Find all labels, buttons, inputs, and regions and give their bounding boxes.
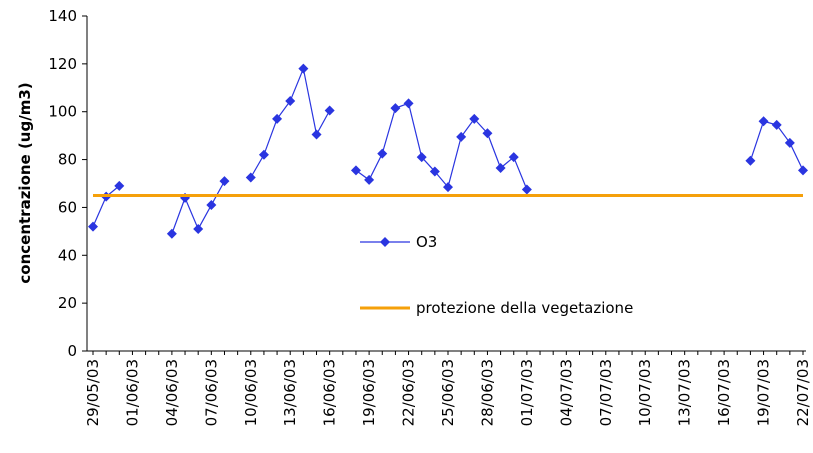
x-tick-label: 16/07/03 bbox=[715, 359, 733, 426]
marker bbox=[784, 137, 795, 148]
x-tick-label: 07/06/03 bbox=[202, 359, 220, 426]
x-tick-label: 19/06/03 bbox=[360, 359, 378, 426]
series-line bbox=[355, 102, 528, 190]
marker bbox=[272, 113, 283, 124]
marker bbox=[443, 182, 453, 193]
marker bbox=[482, 128, 493, 139]
marker bbox=[364, 174, 375, 185]
marker bbox=[219, 176, 230, 187]
series-line bbox=[250, 66, 331, 178]
x-tick-label: 22/06/03 bbox=[400, 359, 418, 426]
x-tick-label: 13/06/03 bbox=[281, 359, 299, 426]
marker bbox=[350, 165, 361, 176]
marker bbox=[114, 180, 125, 191]
y-tick-label: 60 bbox=[58, 198, 77, 216]
marker bbox=[193, 223, 204, 234]
y-tick-label: 100 bbox=[48, 103, 77, 121]
marker bbox=[285, 95, 296, 106]
y-axis-label: concentrazione (ug/m3) bbox=[16, 82, 34, 283]
x-tick-label: 19/07/03 bbox=[755, 359, 773, 426]
marker bbox=[258, 149, 269, 160]
marker bbox=[403, 98, 414, 109]
marker bbox=[390, 103, 401, 114]
y-tick-label: 120 bbox=[48, 55, 77, 73]
marker bbox=[429, 166, 440, 177]
x-tick-label: 22/07/03 bbox=[794, 359, 812, 426]
marker bbox=[88, 221, 98, 232]
marker bbox=[521, 184, 532, 195]
marker bbox=[456, 131, 467, 142]
marker bbox=[798, 165, 808, 176]
x-tick-label: 16/06/03 bbox=[321, 359, 339, 426]
marker bbox=[206, 200, 217, 211]
marker bbox=[298, 63, 309, 74]
marker bbox=[758, 116, 769, 127]
x-tick-label: 13/07/03 bbox=[676, 359, 694, 426]
x-tick-label: 10/07/03 bbox=[636, 359, 654, 426]
x-tick-label: 25/06/03 bbox=[439, 359, 457, 426]
x-tick-label: 01/06/03 bbox=[123, 359, 141, 426]
x-tick-label: 28/06/03 bbox=[478, 359, 496, 426]
legend-marker bbox=[380, 237, 390, 247]
x-tick-label: 29/05/03 bbox=[84, 359, 102, 426]
marker bbox=[745, 155, 756, 166]
x-tick-label: 01/07/03 bbox=[518, 359, 536, 426]
x-tick-label: 04/07/03 bbox=[557, 359, 575, 426]
marker bbox=[166, 228, 177, 239]
marker bbox=[495, 162, 506, 173]
x-tick-label: 07/07/03 bbox=[597, 359, 615, 426]
y-tick-label: 0 bbox=[67, 342, 77, 360]
marker bbox=[245, 172, 256, 183]
marker bbox=[311, 129, 322, 140]
marker bbox=[508, 152, 519, 163]
legend-label: protezione della vegetazione bbox=[416, 299, 633, 317]
marker bbox=[416, 152, 427, 163]
marker bbox=[324, 105, 335, 116]
legend-label: O3 bbox=[416, 233, 437, 251]
y-tick-label: 20 bbox=[58, 294, 77, 312]
marker bbox=[377, 148, 388, 159]
marker bbox=[469, 113, 480, 124]
y-tick-label: 80 bbox=[58, 151, 77, 169]
y-tick-label: 40 bbox=[58, 246, 77, 264]
x-tick-label: 10/06/03 bbox=[242, 359, 260, 426]
x-tick-label: 04/06/03 bbox=[163, 359, 181, 426]
y-tick-label: 140 bbox=[48, 7, 77, 25]
marker bbox=[771, 119, 782, 130]
